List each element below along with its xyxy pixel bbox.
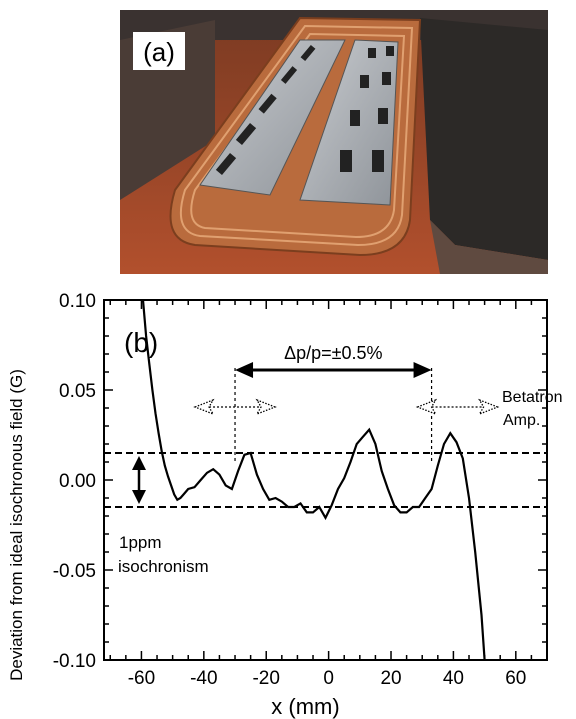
data-point — [142, 299, 144, 301]
data-point — [193, 486, 196, 488]
data-point — [274, 497, 277, 499]
data-point — [200, 479, 202, 481]
betatron-label-line2: Amp. — [503, 412, 540, 429]
data-point — [145, 335, 147, 337]
data-point — [167, 475, 169, 477]
data-point — [151, 389, 153, 391]
data-point — [455, 441, 458, 443]
betatron-arrow-left-head-left — [193, 398, 215, 416]
data-point — [176, 499, 178, 501]
data-point — [368, 429, 370, 431]
data-point — [437, 465, 439, 467]
photo-label: (a) — [143, 37, 175, 67]
data-point — [381, 470, 383, 472]
data-point — [182, 493, 185, 495]
left-plate — [199, 39, 346, 196]
data-point — [148, 362, 150, 364]
data-point — [484, 659, 486, 661]
betatron-arrow-left-head-right — [255, 398, 277, 416]
data-point — [306, 511, 308, 513]
data-point — [299, 502, 302, 504]
x-tick-label: -20 — [252, 668, 279, 689]
dp-arrow-head-left — [235, 362, 254, 378]
coil-photo: (a) — [120, 10, 548, 274]
data-point — [157, 432, 160, 434]
data-point — [468, 497, 470, 499]
data-point — [237, 470, 239, 472]
data-point — [161, 450, 163, 452]
data-point — [256, 474, 258, 476]
iso-label-line2: isochronism — [118, 557, 209, 576]
y-tick-label: 0.10 — [59, 291, 96, 312]
x-tick-label: 60 — [505, 668, 526, 689]
data-point — [324, 517, 327, 519]
data-point — [287, 506, 289, 508]
x-tick-label: -60 — [128, 668, 155, 689]
photo-label-box — [133, 32, 185, 70]
data-point — [443, 443, 445, 445]
data-point — [281, 501, 283, 503]
betatron-label-line1: Betatron — [502, 389, 562, 406]
data-point — [406, 511, 408, 513]
data-point — [231, 488, 233, 490]
data-point — [154, 412, 157, 414]
y-axis-label: Deviation from ideal isochronous field (… — [7, 369, 26, 681]
data-point — [268, 499, 270, 501]
x-tick-label: -40 — [190, 668, 217, 689]
data-point — [474, 551, 476, 553]
data-point — [480, 614, 483, 616]
data-point — [312, 511, 314, 513]
data-point — [387, 488, 389, 490]
data-point — [262, 488, 264, 490]
y-tick-label: -0.10 — [53, 651, 96, 672]
x-tick-label: 40 — [443, 668, 464, 689]
y-tick-label: 0.05 — [59, 381, 96, 402]
x-tick-label: 0 — [323, 668, 334, 689]
x-tick-label: 20 — [380, 668, 401, 689]
data-point — [206, 472, 208, 474]
y-tick-label: 0.00 — [59, 471, 96, 492]
iso-label-line1: 1ppm — [119, 533, 162, 552]
betatron-arrow-right-head-left — [415, 398, 438, 416]
data-point — [331, 504, 333, 506]
axes: -60 -40 -20 0 20 40 60 0.10 0.05 0.00 -0.05 -0.10 x … — [7, 291, 548, 719]
data-point — [374, 443, 377, 445]
data-point — [393, 504, 395, 506]
data-point — [212, 468, 214, 470]
data-point — [170, 484, 172, 486]
y-tick-label: -0.05 — [53, 561, 96, 582]
data-point — [218, 474, 221, 476]
data-point — [462, 457, 464, 459]
data-point — [362, 436, 364, 438]
data-point — [449, 432, 451, 434]
x-axis-label: x (mm) — [271, 694, 339, 719]
dp-arrow-head-right — [413, 362, 432, 378]
data-point — [399, 511, 401, 513]
data-point — [430, 488, 433, 490]
dp-label: Δp/p=±0.5% — [284, 343, 382, 363]
betatron-arrow-right-head-right — [478, 398, 500, 416]
data-point — [187, 488, 189, 490]
data-point — [179, 497, 182, 499]
iso-arrow-head-top — [132, 456, 146, 470]
panel-label: (b) — [124, 327, 158, 358]
iso-arrow-head-bottom — [132, 490, 146, 504]
data-point — [349, 461, 352, 463]
right-slab — [420, 18, 548, 260]
annotations: (b) Δp/p=±0.5% Betatron Amp. 1ppm isochronism — [104, 327, 562, 576]
data-point — [225, 484, 227, 486]
data-point — [424, 497, 426, 499]
data-point — [164, 465, 166, 467]
data-point — [173, 493, 175, 495]
data-point — [343, 477, 345, 479]
data-point — [356, 443, 358, 445]
data-point — [243, 454, 245, 456]
data-point — [337, 488, 339, 490]
